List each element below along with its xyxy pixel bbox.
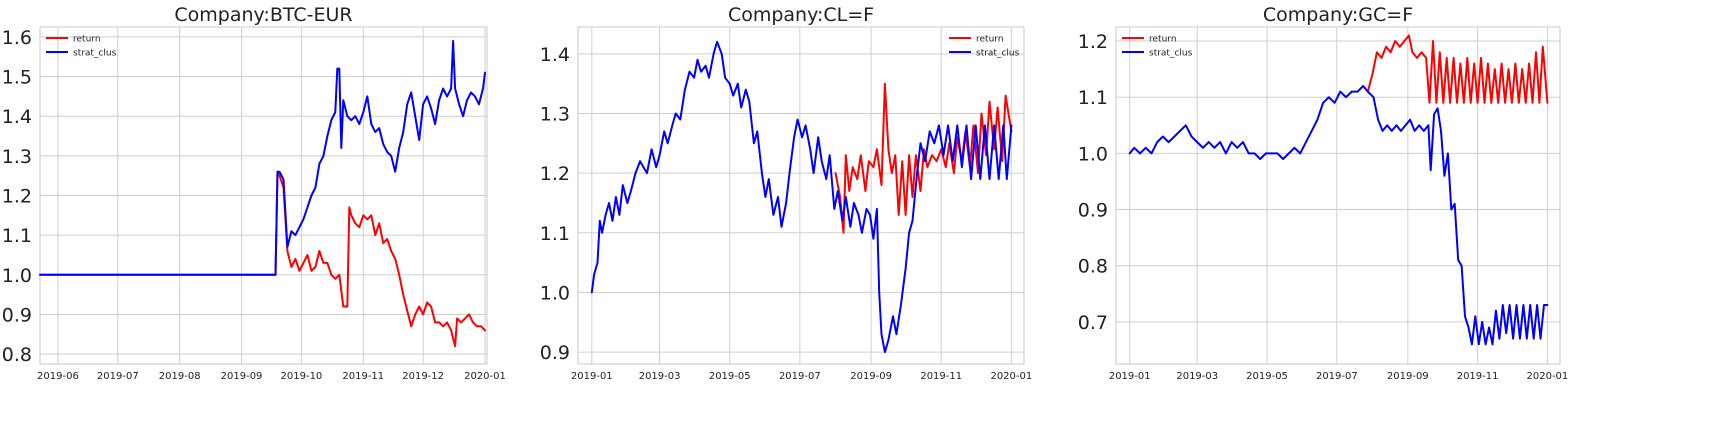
legend-label: strat_clus bbox=[1149, 49, 1193, 59]
series-line-return bbox=[834, 82, 1013, 234]
x-tick-label: 2019-11 bbox=[1457, 371, 1499, 382]
x-tick-label: 2019-09 bbox=[221, 371, 263, 382]
x-tick-label: 2020-01 bbox=[990, 371, 1032, 382]
y-tick-label: 1.5 bbox=[2, 67, 32, 89]
chart-panel-3: 0.7 0.8 0.9 1.0 1.1 1.2 2019-01 2019-03 2019-05 2… bbox=[1078, 4, 1569, 382]
chart-title: Company:GC=F bbox=[1263, 4, 1413, 26]
y-tick-label: 1.2 bbox=[1078, 31, 1108, 53]
y-tick-label: 0.9 bbox=[2, 304, 32, 326]
y-tick-label: 1.1 bbox=[540, 223, 570, 245]
legend: return strat_clus bbox=[1122, 35, 1193, 59]
x-tick-label: 2019-08 bbox=[159, 371, 201, 382]
series-line-strat-clus bbox=[39, 39, 486, 276]
y-tick-label: 1.0 bbox=[2, 265, 32, 287]
x-tick-label: 2019-03 bbox=[1176, 371, 1218, 382]
legend-label: return bbox=[976, 35, 1004, 45]
series-line-return bbox=[1366, 34, 1549, 104]
y-tick-label: 1.4 bbox=[540, 44, 570, 66]
legend-label: return bbox=[73, 35, 101, 45]
legend: return strat_clus bbox=[949, 35, 1020, 59]
x-tick-label: 2019-09 bbox=[850, 371, 892, 382]
chart-title: Company:CL=F bbox=[728, 4, 874, 26]
y-tick-label: 0.7 bbox=[1078, 312, 1108, 334]
x-tick-label: 2020-01 bbox=[464, 371, 506, 382]
legend-label: return bbox=[1149, 35, 1177, 45]
series-line-strat-clus bbox=[590, 40, 1013, 354]
y-tick-label: 1.2 bbox=[2, 186, 32, 208]
chart-title: Company:BTC-EUR bbox=[174, 4, 352, 26]
y-tick-label: 1.1 bbox=[2, 225, 32, 247]
x-tick-label: 2019-10 bbox=[281, 371, 323, 382]
x-tick-label: 2019-05 bbox=[1246, 371, 1288, 382]
y-tick-label: 0.8 bbox=[1078, 256, 1108, 278]
x-tick-label: 2019-12 bbox=[402, 371, 444, 382]
x-tick-label: 2019-01 bbox=[571, 371, 613, 382]
y-tick-label: 0.9 bbox=[1078, 200, 1108, 222]
series-line-return bbox=[39, 170, 486, 348]
x-tick-label: 2019-11 bbox=[342, 371, 384, 382]
plot-area bbox=[577, 26, 1025, 365]
x-tick-label: 2019-06 bbox=[37, 371, 79, 382]
series-line-strat-clus bbox=[1128, 85, 1549, 346]
x-tick-label: 2019-03 bbox=[639, 371, 681, 382]
x-tick-label: 2019-11 bbox=[920, 371, 962, 382]
x-tick-label: 2019-01 bbox=[1109, 371, 1151, 382]
y-tick-label: 0.8 bbox=[2, 344, 32, 366]
legend-label: strat_clus bbox=[73, 49, 117, 59]
x-tick-label: 2019-07 bbox=[779, 371, 821, 382]
legend-label: strat_clus bbox=[976, 49, 1020, 59]
y-tick-label: 1.3 bbox=[540, 103, 570, 125]
chart-panel-1: 0.8 0.9 1.0 1.1 1.2 1.3 1.4 1.5 1.6 2019-06 2019-0… bbox=[2, 4, 506, 382]
x-tick-label: 2019-07 bbox=[1316, 371, 1358, 382]
chart-panel-2: 0.9 1.0 1.1 1.2 1.3 1.4 2019-01 2019-03 2019-05 2… bbox=[540, 4, 1032, 382]
y-tick-label: 0.9 bbox=[540, 342, 570, 364]
legend: return strat_clus bbox=[46, 35, 117, 59]
y-tick-label: 1.2 bbox=[540, 163, 570, 185]
y-tick-label: 1.0 bbox=[1078, 143, 1108, 165]
x-tick-label: 2019-05 bbox=[709, 371, 751, 382]
y-tick-label: 1.6 bbox=[2, 27, 32, 49]
x-tick-label: 2019-07 bbox=[97, 371, 139, 382]
x-tick-label: 2020-01 bbox=[1527, 371, 1569, 382]
y-tick-label: 1.3 bbox=[2, 146, 32, 168]
x-tick-label: 2019-09 bbox=[1387, 371, 1429, 382]
y-tick-label: 1.0 bbox=[540, 282, 570, 304]
y-tick-label: 1.4 bbox=[2, 106, 32, 128]
y-tick-label: 1.1 bbox=[1078, 87, 1108, 109]
